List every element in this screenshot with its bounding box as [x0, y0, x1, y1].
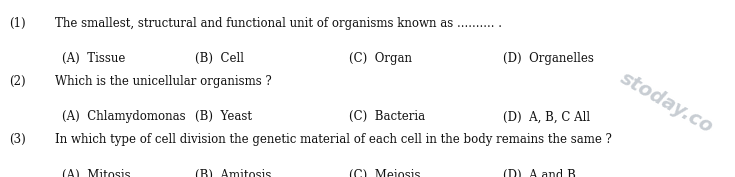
Text: Which is the unicellular organisms ?: Which is the unicellular organisms ? — [55, 75, 272, 88]
Text: (B)  Amitosis: (B) Amitosis — [195, 169, 271, 177]
Text: (C)  Bacteria: (C) Bacteria — [349, 110, 426, 123]
Text: (C)  Meiosis: (C) Meiosis — [349, 169, 420, 177]
Text: (A)  Mitosis: (A) Mitosis — [62, 169, 131, 177]
Text: (1): (1) — [9, 16, 26, 30]
Text: (D)  A and B: (D) A and B — [503, 169, 576, 177]
Text: (B)  Cell: (B) Cell — [195, 52, 244, 65]
Text: The smallest, structural and functional unit of organisms known as .......... .: The smallest, structural and functional … — [55, 16, 502, 30]
Text: (2): (2) — [9, 75, 26, 88]
Text: (B)  Yeast: (B) Yeast — [195, 110, 252, 123]
Text: In which type of cell division the genetic material of each cell in the body rem: In which type of cell division the genet… — [55, 133, 612, 146]
Text: (C)  Organ: (C) Organ — [349, 52, 412, 65]
Text: (3): (3) — [9, 133, 26, 146]
Text: (D)  A, B, C All: (D) A, B, C All — [503, 110, 591, 123]
Text: stoday.co: stoday.co — [617, 68, 717, 137]
Text: (D)  Organelles: (D) Organelles — [503, 52, 595, 65]
Text: (A)  Tissue: (A) Tissue — [62, 52, 126, 65]
Text: (A)  Chlamydomonas: (A) Chlamydomonas — [62, 110, 186, 123]
